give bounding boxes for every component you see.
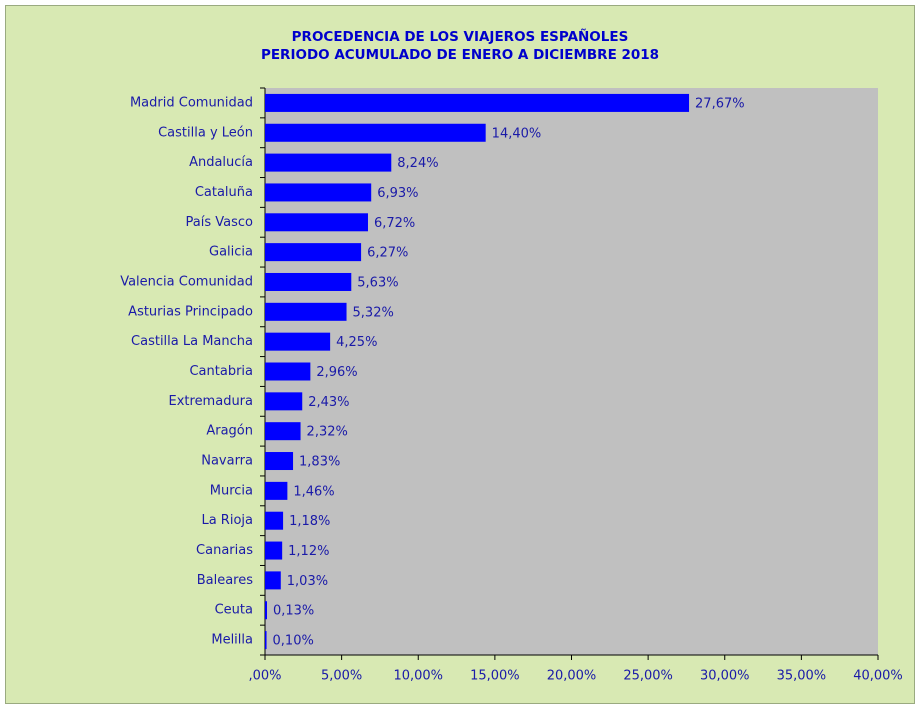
y-tick-label: País Vasco <box>186 215 254 230</box>
value-label: 1,18% <box>289 514 330 529</box>
bar <box>265 243 362 262</box>
y-tick-label: Murcia <box>210 483 253 498</box>
y-tick-label: Andalucía <box>189 155 253 170</box>
x-tick-label: 10,00% <box>393 669 443 684</box>
chart-title: PROCEDENCIA DE LOS VIAJEROS ESPAÑOLES <box>292 28 629 45</box>
value-label: 0,13% <box>273 604 314 619</box>
bar <box>265 481 288 500</box>
y-tick-label: Valencia Comunidad <box>120 274 253 289</box>
y-tick-label: Cantabria <box>189 364 253 379</box>
bar <box>265 93 690 112</box>
x-tick-label: 30,00% <box>700 669 750 684</box>
y-tick-label: Castilla La Mancha <box>131 334 253 349</box>
bar <box>265 272 352 291</box>
y-tick-label: Canarias <box>196 543 253 558</box>
bar <box>265 302 347 321</box>
value-label: 27,67% <box>695 96 745 111</box>
plot-area <box>265 88 878 655</box>
x-tick-label: 25,00% <box>623 669 673 684</box>
bar <box>265 601 267 620</box>
value-label: 6,27% <box>367 246 408 261</box>
bar <box>265 511 284 530</box>
bar <box>265 213 368 232</box>
bar <box>265 571 281 590</box>
value-label: 4,25% <box>336 335 377 350</box>
bar <box>265 631 267 650</box>
x-tick-label: ,00% <box>248 669 281 684</box>
bar <box>265 153 392 172</box>
y-tick-label: Madrid Comunidad <box>130 95 253 110</box>
value-label: 6,72% <box>374 216 415 231</box>
value-label: 1,83% <box>299 455 340 470</box>
bar <box>265 183 372 202</box>
y-tick-label: Asturias Principado <box>128 304 253 319</box>
x-tick-label: 20,00% <box>547 669 597 684</box>
value-label: 0,10% <box>273 634 314 649</box>
x-tick-label: 35,00% <box>777 669 827 684</box>
chart-subtitle: PERIODO ACUMULADO DE ENERO A DICIEMBRE 2… <box>261 47 659 63</box>
y-tick-label: Castilla y León <box>158 125 253 140</box>
bar <box>265 452 294 471</box>
bar <box>265 123 486 142</box>
y-tick-label: Extremadura <box>169 394 254 409</box>
y-tick-label: Melilla <box>211 633 253 648</box>
y-tick-label: Cataluña <box>195 185 253 200</box>
bar <box>265 362 311 381</box>
value-label: 8,24% <box>397 156 438 171</box>
y-tick-label: Aragón <box>206 424 253 439</box>
value-label: 2,32% <box>307 425 348 440</box>
value-label: 1,46% <box>293 484 334 499</box>
bar <box>265 541 283 560</box>
x-tick-label: 40,00% <box>853 669 903 684</box>
value-label: 1,03% <box>287 574 328 589</box>
value-label: 2,43% <box>308 395 349 410</box>
y-tick-label: La Rioja <box>201 513 253 528</box>
bar <box>265 392 303 411</box>
y-tick-label: Baleares <box>197 573 254 588</box>
value-label: 5,32% <box>353 305 394 320</box>
value-label: 14,40% <box>492 126 542 141</box>
value-label: 1,12% <box>288 544 329 559</box>
value-label: 2,96% <box>316 365 357 380</box>
value-label: 5,63% <box>357 275 398 290</box>
y-tick-label: Galicia <box>209 245 253 260</box>
y-tick-label: Ceuta <box>215 603 253 618</box>
x-tick-label: 5,00% <box>321 669 362 684</box>
y-tick-label: Navarra <box>201 454 253 469</box>
bar <box>265 422 301 441</box>
x-tick-label: 15,00% <box>470 669 520 684</box>
value-label: 6,93% <box>377 186 418 201</box>
bar <box>265 332 331 351</box>
